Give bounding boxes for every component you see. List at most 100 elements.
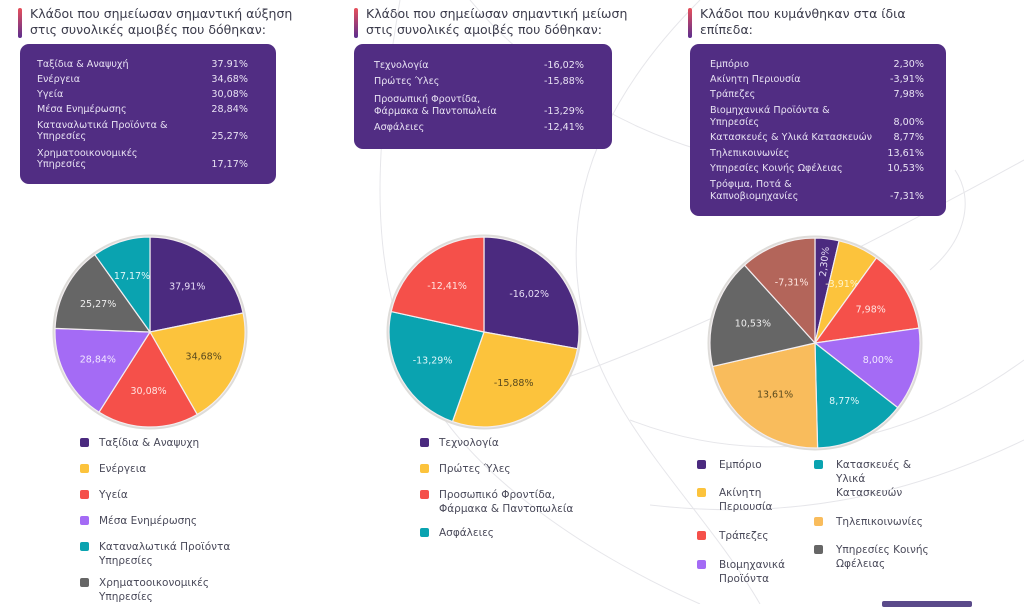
title-accent-bar <box>354 8 358 38</box>
row-label: Εμπόριο <box>710 59 750 70</box>
pie-data-label: -3,91% <box>825 279 859 290</box>
legend-swatch <box>814 460 823 469</box>
row-label: Υγεία <box>37 89 64 100</box>
legend-swatch <box>80 516 89 525</box>
pie-data-label: 17,17% <box>114 271 150 282</box>
panel-title: Κλάδοι που κυμάνθηκαν στα ίδια επίπεδα: <box>688 6 906 38</box>
row-label: Χρηματοοικονομικές <box>37 148 138 159</box>
row-label: Τεχνολογία <box>374 60 429 71</box>
legend-label: Προσωπικό Φροντίδα, Φάρμακα & Παντοπωλεία <box>439 489 574 515</box>
row-value: -13,29% <box>543 106 584 117</box>
legend-label: Εμπόριο <box>719 459 762 471</box>
title-accent-bar <box>18 8 22 38</box>
pie-slice[interactable] <box>711 342 819 449</box>
pie-data-label: -13,29% <box>413 356 453 367</box>
row-label: Μέσα Ενημέρωσης <box>37 104 127 115</box>
pie-slice[interactable] <box>54 253 152 333</box>
legend-swatch <box>814 517 823 526</box>
row-label: Καταναλωτικά Προϊόντα & <box>37 120 168 131</box>
pie-data-label: -7,31% <box>775 277 809 288</box>
row-value: -15,88% <box>543 76 584 87</box>
pie-slice[interactable] <box>813 327 921 409</box>
legend-stable: Εμπόριο Ακίνητη Περιουσία Τράπεζες Βιομηχ… <box>697 458 1024 583</box>
row-value: 7,98% <box>893 89 924 100</box>
row-label: Ταξίδια & Αναψυχή <box>37 59 129 70</box>
legend-label: Υγεία <box>99 489 128 501</box>
title-line-2: στις συνολικές αμοιβές που δόθηκαν: <box>30 22 266 37</box>
row-label: Βιομηχανικά Προϊόντα & <box>710 105 830 116</box>
row-label: Ακίνητη Περιουσία <box>710 74 801 85</box>
row-label-cont: Φάρμακα & Παντοπωλεία <box>374 106 497 117</box>
legend-label: Κατασκευές & Υλικά Κατασκευών <box>836 459 912 499</box>
row-value: -16,02% <box>543 60 584 71</box>
row-label: Προσωπική Φροντίδα, <box>374 94 481 105</box>
title-line-1: Κλάδοι που σημείωσαν σημαντική αύξηση <box>30 6 293 21</box>
pie-data-label: 28,84% <box>80 354 116 365</box>
legend-label: Τράπεζες <box>719 530 769 542</box>
pie-slice[interactable] <box>388 310 485 423</box>
pie-slice[interactable] <box>451 331 579 428</box>
legend-decrease: Τεχνολογία Πρώτες Ύλες Προσωπικό Φροντίδ… <box>420 436 620 546</box>
pie-slice[interactable] <box>54 327 152 413</box>
pie-data-label: 8,00% <box>863 355 893 366</box>
pie-data-label: 8,77% <box>829 396 859 407</box>
pie-data-label: 37,91% <box>169 281 205 292</box>
row-value: 30,08% <box>211 89 248 100</box>
legend-swatch <box>80 464 89 473</box>
row-value: -3,91% <box>890 74 924 85</box>
legend-swatch <box>697 531 706 540</box>
pie-slice[interactable] <box>483 236 580 350</box>
row-label: Πρώτες Ύλες <box>374 76 440 87</box>
title-line-1: Κλάδοι που σημείωσαν σημαντική μείωση <box>366 6 628 21</box>
legend-swatch <box>420 464 429 473</box>
pie-slice[interactable] <box>93 236 151 334</box>
legend-swatch <box>420 528 429 537</box>
pie-slice[interactable] <box>390 236 485 333</box>
row-value: 2,30% <box>893 59 924 70</box>
row-value: -12,41% <box>543 122 584 133</box>
legend-label: Ασφάλειες <box>439 527 494 539</box>
pie-slice[interactable] <box>813 257 920 344</box>
pie-data-label: 7,98% <box>856 304 886 315</box>
legend-label: Τηλεπικοινωνίες <box>836 516 923 528</box>
row-label: Ασφάλειες <box>374 122 425 133</box>
panel-title: Κλάδοι που σημείωσαν σημαντική μείωση στ… <box>354 6 627 38</box>
legend-label: Ενέργεια <box>99 463 147 475</box>
row-label: Ενέργεια <box>37 74 81 85</box>
legend-swatch <box>697 560 706 569</box>
pie-slice[interactable] <box>709 264 817 368</box>
row-value: 34,68% <box>211 74 248 85</box>
pie-data-label: -12,41% <box>427 281 467 292</box>
row-value: 10,53% <box>887 163 924 174</box>
row-value: 8,77% <box>893 132 924 143</box>
pie-data-label: -16,02% <box>509 289 549 300</box>
pie-slice[interactable] <box>814 341 899 449</box>
legend-label: Τεχνολογία <box>439 437 499 449</box>
pie-data-label: 10,53% <box>735 318 771 329</box>
title-line-2: επίπεδα: <box>700 22 753 37</box>
row-value: 25,27% <box>211 131 248 142</box>
legend-label: Ταξίδια & Αναψυχη <box>99 437 200 449</box>
pie-slice[interactable] <box>98 330 198 428</box>
values-table: Ταξίδια & Αναψυχή 37.91% Ενέργεια 34,68% Υ… <box>20 44 276 184</box>
title-accent-bar <box>688 8 692 38</box>
legend-swatch <box>80 578 89 587</box>
row-value: 37.91% <box>211 59 248 70</box>
row-label: Τράπεζες <box>710 89 756 100</box>
row-value: 13,61% <box>887 148 924 159</box>
pie-slice[interactable] <box>149 312 246 416</box>
row-label: Υπηρεσίες Κοινής Ωφέλειας <box>710 163 843 174</box>
pie-slice[interactable] <box>743 237 816 345</box>
legend-label: Υπηρεσίες Κοινής Ωφέλειας <box>836 544 929 570</box>
pie-slice[interactable] <box>149 236 244 333</box>
pie-data-label: 13,61% <box>757 389 793 400</box>
row-value: 28,84% <box>211 104 248 115</box>
pie-data-label: 34,68% <box>186 351 222 362</box>
legend-increase: Ταξίδια & Αναψυχη Ενέργεια Υγεία Μέσα Εν… <box>80 436 280 604</box>
panel-title: Κλάδοι που σημείωσαν σημαντική αύξηση στ… <box>18 6 292 38</box>
legend-swatch <box>80 490 89 499</box>
legend-swatch <box>80 438 89 447</box>
legend-swatch <box>697 460 706 469</box>
row-value: 17,17% <box>211 159 248 170</box>
bottom-button[interactable] <box>882 601 972 607</box>
